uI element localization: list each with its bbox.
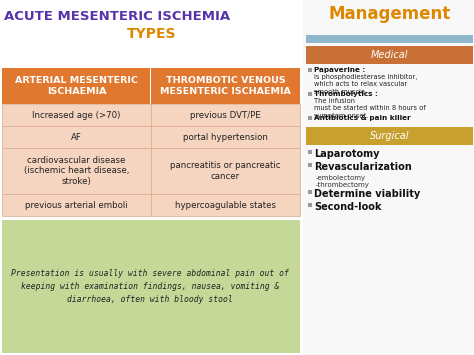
Text: Increased age (>70): Increased age (>70) <box>32 110 121 120</box>
Text: Papaverine :: Papaverine : <box>314 67 368 73</box>
FancyBboxPatch shape <box>2 220 300 353</box>
FancyBboxPatch shape <box>2 68 151 104</box>
Text: Medical: Medical <box>371 50 408 60</box>
FancyBboxPatch shape <box>2 194 151 216</box>
FancyBboxPatch shape <box>308 150 312 154</box>
Text: -embolectomy
-thrombectomy: -embolectomy -thrombectomy <box>316 175 370 189</box>
FancyBboxPatch shape <box>303 0 474 355</box>
Text: Surgical: Surgical <box>370 131 409 141</box>
FancyBboxPatch shape <box>308 116 312 120</box>
FancyBboxPatch shape <box>308 68 312 72</box>
Text: ACUTE MESENTERIC ISCHEMIA: ACUTE MESENTERIC ISCHEMIA <box>4 10 230 22</box>
FancyBboxPatch shape <box>306 35 473 43</box>
Text: Thrombolytics :: Thrombolytics : <box>314 91 380 97</box>
FancyBboxPatch shape <box>151 126 300 148</box>
FancyBboxPatch shape <box>2 104 151 126</box>
FancyBboxPatch shape <box>308 163 312 167</box>
Text: pancreatitis or pancreatic
cancer: pancreatitis or pancreatic cancer <box>170 161 281 181</box>
Text: portal hypertension: portal hypertension <box>183 132 268 142</box>
FancyBboxPatch shape <box>151 148 300 194</box>
Text: is phosphodiesterase inhibitor,
which acts to relax vascular
smooth muscle.: is phosphodiesterase inhibitor, which ac… <box>314 74 417 95</box>
Text: Second-look: Second-look <box>314 202 382 212</box>
FancyBboxPatch shape <box>151 68 152 104</box>
FancyBboxPatch shape <box>308 190 312 194</box>
FancyBboxPatch shape <box>151 194 300 216</box>
FancyBboxPatch shape <box>306 127 473 145</box>
Text: The infusion
must be started within 8 hours of
symptom onset.: The infusion must be started within 8 ho… <box>314 98 426 119</box>
Text: Determine viability: Determine viability <box>314 189 420 199</box>
Text: Management: Management <box>328 5 451 23</box>
Text: Revascularization: Revascularization <box>314 162 412 172</box>
FancyBboxPatch shape <box>308 92 312 96</box>
Text: Laparotomy: Laparotomy <box>314 149 380 159</box>
Text: cardiovascular disease
(ischemic heart disease,
stroke): cardiovascular disease (ischemic heart d… <box>24 156 129 186</box>
Text: Antibiotics & pain killer: Antibiotics & pain killer <box>314 115 410 121</box>
Text: AF: AF <box>71 132 82 142</box>
Text: previous arterial emboli: previous arterial emboli <box>25 201 128 209</box>
FancyBboxPatch shape <box>151 68 300 104</box>
FancyBboxPatch shape <box>151 104 300 126</box>
Text: ARTERIAL MESENTERIC
ISCHAEMIA: ARTERIAL MESENTERIC ISCHAEMIA <box>15 76 138 96</box>
FancyBboxPatch shape <box>2 126 151 148</box>
Text: TYPES: TYPES <box>127 27 176 41</box>
Text: THROMBOTIC VENOUS
MESENTERIC ISCHAEMIA: THROMBOTIC VENOUS MESENTERIC ISCHAEMIA <box>160 76 291 96</box>
Text: Presentation is usually with severe abdominal pain out of
keeping with examinati: Presentation is usually with severe abdo… <box>11 269 289 304</box>
Text: previous DVT/PE: previous DVT/PE <box>190 110 261 120</box>
FancyBboxPatch shape <box>306 46 473 64</box>
Text: hypercoagulable states: hypercoagulable states <box>175 201 276 209</box>
FancyBboxPatch shape <box>308 203 312 207</box>
FancyBboxPatch shape <box>2 148 151 194</box>
